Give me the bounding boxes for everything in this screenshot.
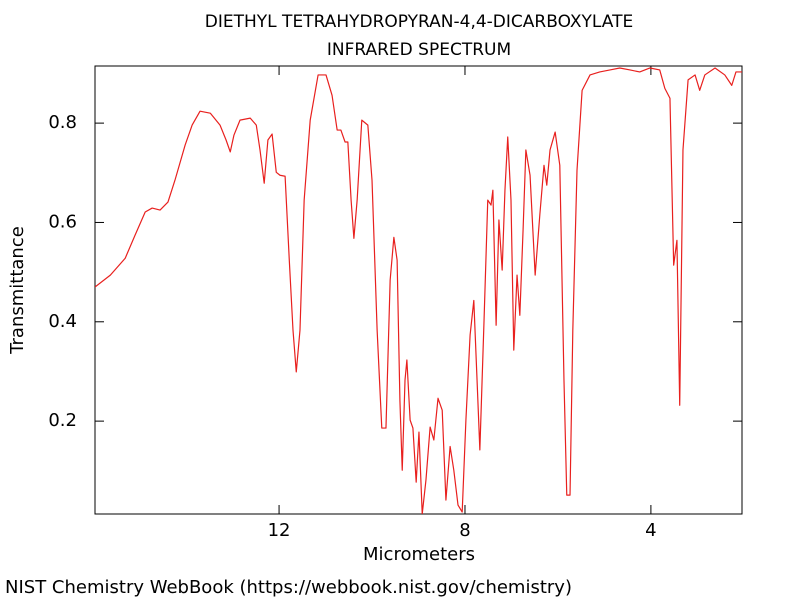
y-tick-label: 0.4 (48, 311, 77, 332)
y-tick-label: 0.8 (48, 112, 77, 133)
plot-frame (94, 65, 743, 515)
y-tick-label: 0.2 (48, 410, 77, 431)
credit: NIST Chemistry WebBook (https://webbook.… (5, 577, 572, 598)
chart-title: DIETHYL TETRAHYDROPYRAN-4,4-DICARBOXYLAT… (205, 12, 633, 32)
x-tick-label: 12 (268, 520, 291, 541)
y-axis-label: Transmittance (7, 226, 28, 355)
spectrum-line (95, 67, 742, 514)
x-axis-label: Micrometers (363, 544, 475, 565)
y-tick-label: 0.6 (48, 211, 77, 232)
chart-subtitle: INFRARED SPECTRUM (327, 40, 511, 60)
x-tick-label: 4 (645, 520, 656, 541)
x-tick-label: 8 (459, 520, 470, 541)
